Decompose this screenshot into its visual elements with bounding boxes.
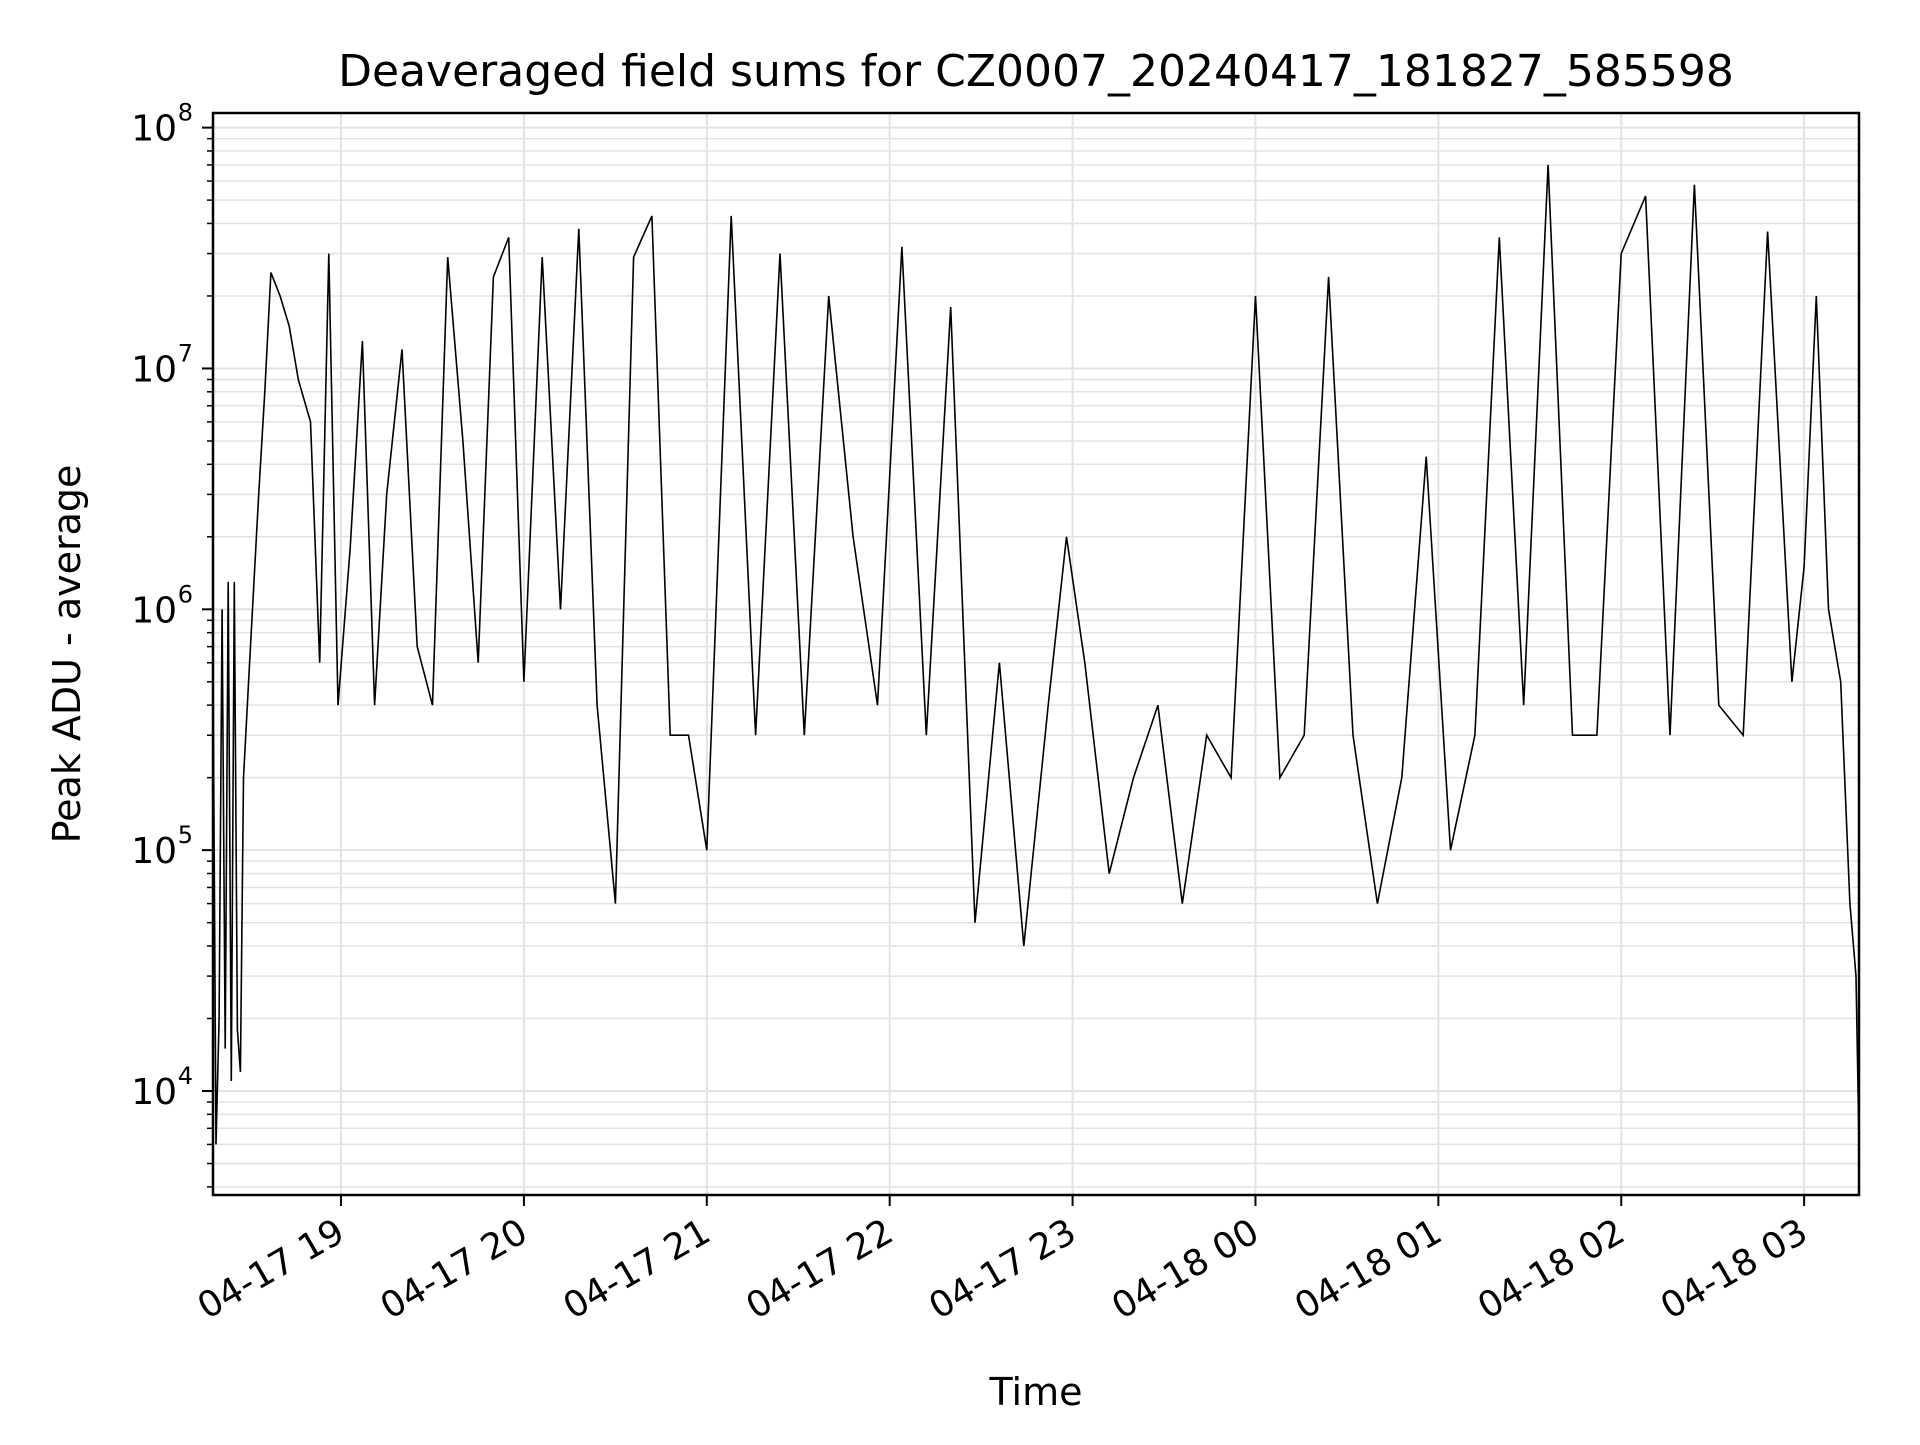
x-axis-label: Time (989, 1370, 1083, 1414)
y-tick-label: 10 (131, 590, 177, 631)
y-tick-label-base: 10 (131, 349, 177, 390)
gridlines (213, 113, 1859, 1195)
plot-frame (211, 111, 1861, 1197)
y-tick-label: 10 (131, 349, 177, 390)
y-tick-label-base: 10 (131, 590, 177, 631)
y-tick-label-exponent: 5 (178, 821, 193, 849)
y-tick-label: 10 (131, 831, 177, 872)
chart-title: Deaveraged field sums for CZ0007_2024041… (338, 46, 1734, 97)
y-tick-label-base: 10 (131, 109, 177, 150)
y-tick-label-base: 10 (131, 831, 177, 872)
y-axis-label: Peak ADU - average (45, 465, 89, 844)
y-tick-label-exponent: 7 (178, 339, 193, 367)
series-layer (212, 164, 1860, 1145)
y-tick-label: 10 (131, 1072, 177, 1113)
y-tick-label-exponent: 4 (178, 1062, 193, 1090)
y-tick-label-exponent: 8 (178, 99, 193, 127)
y-tick-label-exponent: 6 (178, 580, 193, 608)
series-line (212, 164, 1860, 1145)
y-tick-label-base: 10 (131, 1072, 177, 1113)
y-tick-label: 10 (131, 109, 177, 150)
